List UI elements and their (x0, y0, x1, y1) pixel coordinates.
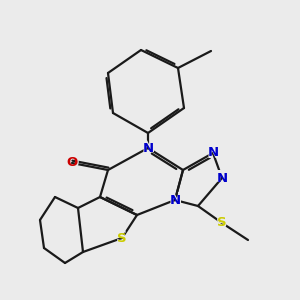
Text: S: S (217, 217, 227, 230)
Text: O: O (65, 155, 79, 170)
Text: N: N (141, 140, 155, 155)
Text: N: N (206, 146, 220, 160)
Text: S: S (216, 215, 228, 230)
Text: N: N (169, 194, 181, 206)
Text: S: S (116, 230, 128, 245)
Text: S: S (117, 232, 127, 244)
Text: N: N (168, 193, 182, 208)
Text: N: N (216, 172, 228, 184)
Text: N: N (215, 170, 229, 185)
Text: N: N (142, 142, 154, 154)
Text: O: O (66, 157, 78, 169)
Text: N: N (207, 146, 219, 160)
